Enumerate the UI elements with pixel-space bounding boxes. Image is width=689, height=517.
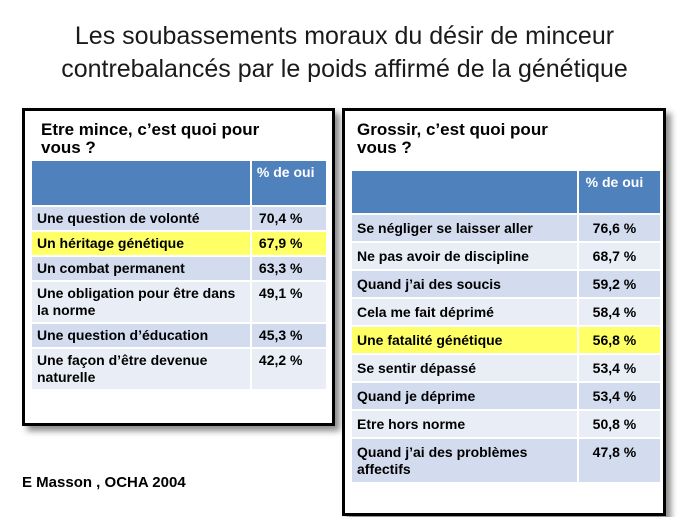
table-row: Une obligation pour être dans la norme 49…	[30, 280, 329, 324]
table-row: Etre hors norme 50,8 %	[350, 409, 663, 439]
row-label-cell: Une question d’éducation	[30, 322, 252, 349]
table-row: Ne pas avoir de discipline 68,7 %	[350, 241, 663, 271]
row-percent-cell: 49,1 %	[249, 280, 329, 324]
header-percent-cell: % de oui	[249, 159, 329, 207]
gain-weight-survey-table: % de oui Se négliger se laisser aller 76,…	[350, 169, 663, 484]
table-row: Se négliger se laisser aller 76,6 %	[350, 213, 663, 243]
row-label-cell: Quand j’ai des soucis	[350, 269, 579, 299]
thin-survey-table: % de oui Une question de volonté 70,4 % Un…	[30, 159, 329, 391]
table-row: Une question de volonté 70,4 %	[30, 205, 329, 232]
source-citation: E Masson , OCHA 2004	[22, 474, 186, 491]
thin-survey-title-line-1: Etre mince, c’est quoi pour	[41, 120, 260, 139]
table-row: Quand j’ai des soucis 59,2 %	[350, 269, 663, 299]
header-label-cell	[350, 169, 579, 215]
thin-survey-panel: Etre mince, c’est quoi pour vous ? % de …	[22, 108, 335, 426]
row-label-cell: Une fatalité génétique	[350, 325, 579, 355]
gain-weight-survey-table-body: Se négliger se laisser aller 76,6 % Ne pas…	[350, 213, 663, 484]
gain-weight-survey-panel: Grossir, c’est quoi pour vous ? % de oui…	[342, 108, 666, 516]
row-percent-cell: 67,9 %	[249, 230, 329, 257]
row-label-cell: Un combat permanent	[30, 255, 252, 282]
table-row: Une question d’éducation 45,3 %	[30, 322, 329, 349]
row-label-cell: Une question de volonté	[30, 205, 252, 232]
table-row: Une façon d’être devenue naturelle 42,2 %	[30, 347, 329, 391]
row-label-cell: Une obligation pour être dans la norme	[30, 280, 252, 324]
table-row: Un combat permanent 63,3 %	[30, 255, 329, 282]
row-label-cell: Etre hors norme	[350, 409, 579, 439]
row-percent-cell: 56,8 %	[576, 325, 663, 355]
row-percent-cell: 76,6 %	[576, 213, 663, 243]
row-percent-cell: 63,3 %	[249, 255, 329, 282]
table-row: Quand je déprime 53,4 %	[350, 381, 663, 411]
row-label-cell: Se sentir dépassé	[350, 353, 579, 383]
thin-survey-title: Etre mince, c’est quoi pour vous ?	[41, 121, 259, 157]
thin-survey-title-line-2: vous ?	[41, 138, 96, 157]
slide-title-line-1: Les soubassements moraux du désir de min…	[74, 22, 615, 50]
row-percent-cell: 58,4 %	[576, 297, 663, 327]
row-percent-cell: 45,3 %	[249, 322, 329, 349]
row-percent-cell: 59,2 %	[576, 269, 663, 299]
table-row: Une fatalité génétique 56,8 %	[350, 325, 663, 355]
row-percent-cell: 47,8 %	[576, 437, 663, 484]
table-row: Quand j’ai des problèmes affectifs 47,8 %	[350, 437, 663, 484]
row-label-cell: Quand je déprime	[350, 381, 579, 411]
row-percent-cell: 42,2 %	[249, 347, 329, 391]
row-label-cell: Cela me fait déprimé	[350, 297, 579, 327]
row-label-cell: Un héritage génétique	[30, 230, 252, 257]
gain-weight-survey-title: Grossir, c’est quoi pour vous ?	[357, 121, 548, 157]
table-row: Cela me fait déprimé 58,4 %	[350, 297, 663, 327]
table-row: Un héritage génétique 67,9 %	[30, 230, 329, 257]
table-header-row: % de oui	[350, 169, 663, 215]
table-header-row: % de oui	[30, 159, 329, 207]
table-row: Se sentir dépassé 53,4 %	[350, 353, 663, 383]
row-percent-cell: 50,8 %	[576, 409, 663, 439]
row-label-cell: Quand j’ai des problèmes affectifs	[350, 437, 579, 484]
row-percent-cell: 53,4 %	[576, 381, 663, 411]
slide-title-line-2: contrebalancés par le poids affirmé de l…	[61, 55, 628, 83]
gain-weight-survey-title-line-2: vous ?	[357, 138, 412, 157]
row-percent-cell: 68,7 %	[576, 241, 663, 271]
row-percent-cell: 70,4 %	[249, 205, 329, 232]
row-label-cell: Ne pas avoir de discipline	[350, 241, 579, 271]
thin-survey-table-body: Une question de volonté 70,4 % Un héritage…	[30, 205, 329, 391]
row-percent-cell: 53,4 %	[576, 353, 663, 383]
slide-title: Les soubassements moraux du désir de min…	[0, 20, 689, 86]
row-label-cell: Une façon d’être devenue naturelle	[30, 347, 252, 391]
row-label-cell: Se négliger se laisser aller	[350, 213, 579, 243]
gain-weight-survey-title-line-1: Grossir, c’est quoi pour	[357, 120, 548, 139]
header-percent-cell: % de oui	[576, 169, 663, 215]
header-label-cell	[30, 159, 252, 207]
